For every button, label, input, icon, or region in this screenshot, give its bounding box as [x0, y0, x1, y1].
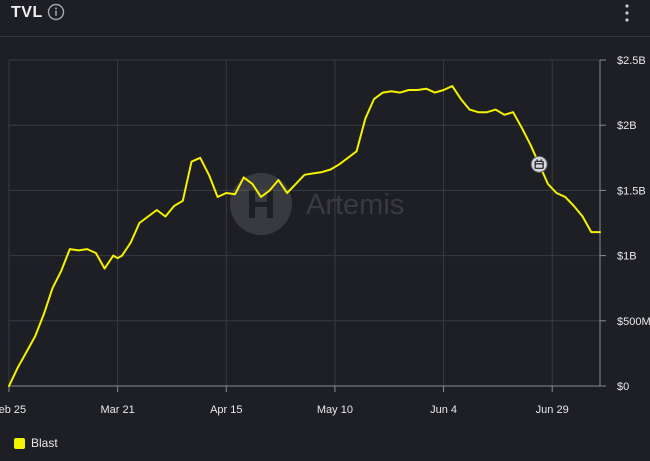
artemis-logo-icon: [230, 173, 292, 235]
y-tick-label: $2B: [617, 120, 637, 132]
series-line-blast[interactable]: [8, 85, 601, 387]
x-tick-label: Mar 21: [101, 404, 135, 416]
info-icon[interactable]: [47, 3, 65, 21]
series-layer: [8, 85, 601, 387]
x-tick-label: Jun 29: [536, 404, 569, 416]
watermark: Artemis: [230, 173, 404, 235]
y-tick-label: $500M: [617, 316, 650, 328]
legend-item-blast[interactable]: Blast: [14, 434, 58, 452]
calendar-icon[interactable]: [530, 155, 548, 173]
chart-grid: [8, 59, 600, 387]
y-tick-label: $1.5B: [617, 185, 646, 197]
legend-swatch: [14, 437, 25, 449]
x-tick-label: Apr 15: [210, 404, 242, 416]
legend-label: Blast: [31, 436, 58, 450]
y-tick-label: $2.5B: [617, 55, 646, 67]
y-tick-label: $1B: [617, 251, 637, 263]
axes: $0 $500M $1B $1.5B $2B $2.5B Feb 25 Mar 21 Apr 1…: [0, 55, 650, 416]
watermark-text: Artemis: [306, 189, 404, 221]
x-tick-label: Jun 4: [430, 404, 457, 416]
more-vertical-icon[interactable]: [620, 2, 634, 24]
chart-title: TVL: [11, 4, 43, 21]
event-marker-layer: [530, 155, 548, 173]
chart-header: TVL: [0, 0, 650, 37]
x-tick-label: May 10: [317, 404, 353, 416]
x-tick-label: Feb 25: [0, 404, 26, 416]
y-tick-label: $0: [617, 381, 629, 393]
